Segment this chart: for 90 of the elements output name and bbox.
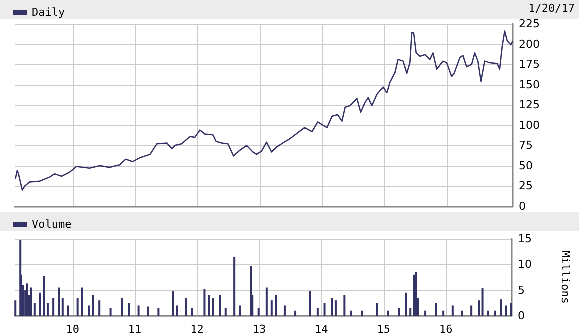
bar xyxy=(361,310,364,316)
x-tick-label: 15 xyxy=(377,323,390,335)
bar xyxy=(204,289,206,316)
bar xyxy=(309,291,312,316)
bar xyxy=(58,288,60,316)
bar xyxy=(461,310,464,316)
bar xyxy=(172,291,174,316)
bar xyxy=(487,310,490,316)
bar xyxy=(510,303,512,316)
bar xyxy=(505,306,508,316)
y-axis-title: Millions xyxy=(559,251,572,304)
x-tick-label: 12 xyxy=(190,323,204,335)
bar xyxy=(14,300,17,316)
y-tick-label: 100 xyxy=(519,118,540,132)
bar xyxy=(147,306,150,316)
bar xyxy=(494,310,496,316)
bar xyxy=(88,306,90,316)
bar xyxy=(482,288,484,316)
bar xyxy=(191,308,194,316)
bar xyxy=(98,300,101,316)
x-tick-label: 14 xyxy=(315,323,329,335)
x-tick-label: 10 xyxy=(66,323,80,335)
bar xyxy=(258,308,260,316)
bar xyxy=(478,300,480,316)
y-tick-label: 200 xyxy=(519,38,540,51)
bar xyxy=(442,310,445,316)
y-tick-label: 50 xyxy=(519,159,533,172)
bar xyxy=(67,306,70,316)
bar xyxy=(43,276,46,316)
bar xyxy=(284,306,286,316)
y-tick-label: 5 xyxy=(518,284,525,297)
y-tick-label: 10 xyxy=(518,258,532,272)
y-tick-label: 0 xyxy=(518,310,525,322)
bar xyxy=(470,306,473,316)
bar xyxy=(344,295,346,316)
bar xyxy=(34,303,36,316)
y-tick-label: 25 xyxy=(519,180,533,193)
bar xyxy=(46,303,49,316)
bar xyxy=(435,303,438,316)
bar xyxy=(275,295,278,316)
y-tick-label: 225 xyxy=(519,18,540,30)
bar xyxy=(424,310,427,316)
bar xyxy=(387,310,390,316)
bar xyxy=(294,310,297,316)
bar xyxy=(398,308,400,316)
y-tick-label: 125 xyxy=(519,98,540,112)
bar xyxy=(128,303,130,316)
bar xyxy=(316,308,319,316)
x-tick-label: 16 xyxy=(439,323,453,335)
bar xyxy=(138,306,140,316)
bar xyxy=(452,306,454,316)
bar xyxy=(324,303,326,316)
bar xyxy=(62,298,64,316)
bar xyxy=(224,308,227,316)
bar xyxy=(405,292,408,316)
bar xyxy=(266,288,268,316)
x-tick-label: 11 xyxy=(128,323,142,335)
bar xyxy=(81,288,84,316)
bar xyxy=(350,310,353,316)
bar xyxy=(110,308,112,316)
x-tick-label: 13 xyxy=(252,323,266,335)
text: 1/20/17 xyxy=(528,2,575,15)
line-series xyxy=(14,30,514,191)
bar xyxy=(120,298,123,316)
bar xyxy=(239,306,242,316)
y-tick-label: 15 xyxy=(518,232,532,246)
bar xyxy=(176,306,178,316)
bar xyxy=(334,300,337,316)
y-tick-label: 75 xyxy=(519,139,533,152)
bar xyxy=(212,298,214,316)
bar xyxy=(410,308,412,316)
bar xyxy=(331,298,334,316)
bar xyxy=(376,303,378,316)
bar xyxy=(26,284,28,316)
y-tick-label: 150 xyxy=(519,78,540,92)
bar xyxy=(208,295,210,316)
bar xyxy=(52,298,55,316)
bar xyxy=(270,300,273,316)
y-tick-label: 175 xyxy=(519,58,540,72)
bar xyxy=(158,308,160,316)
legend-label: Volume xyxy=(32,218,72,231)
bar xyxy=(219,295,222,316)
bar xyxy=(415,272,418,316)
bar xyxy=(234,256,236,316)
bar xyxy=(76,298,79,316)
legend-label: Daily xyxy=(32,6,66,19)
bar xyxy=(185,298,188,316)
y-tick-label: 0 xyxy=(519,200,526,213)
bar xyxy=(92,295,94,316)
bar xyxy=(500,300,502,316)
